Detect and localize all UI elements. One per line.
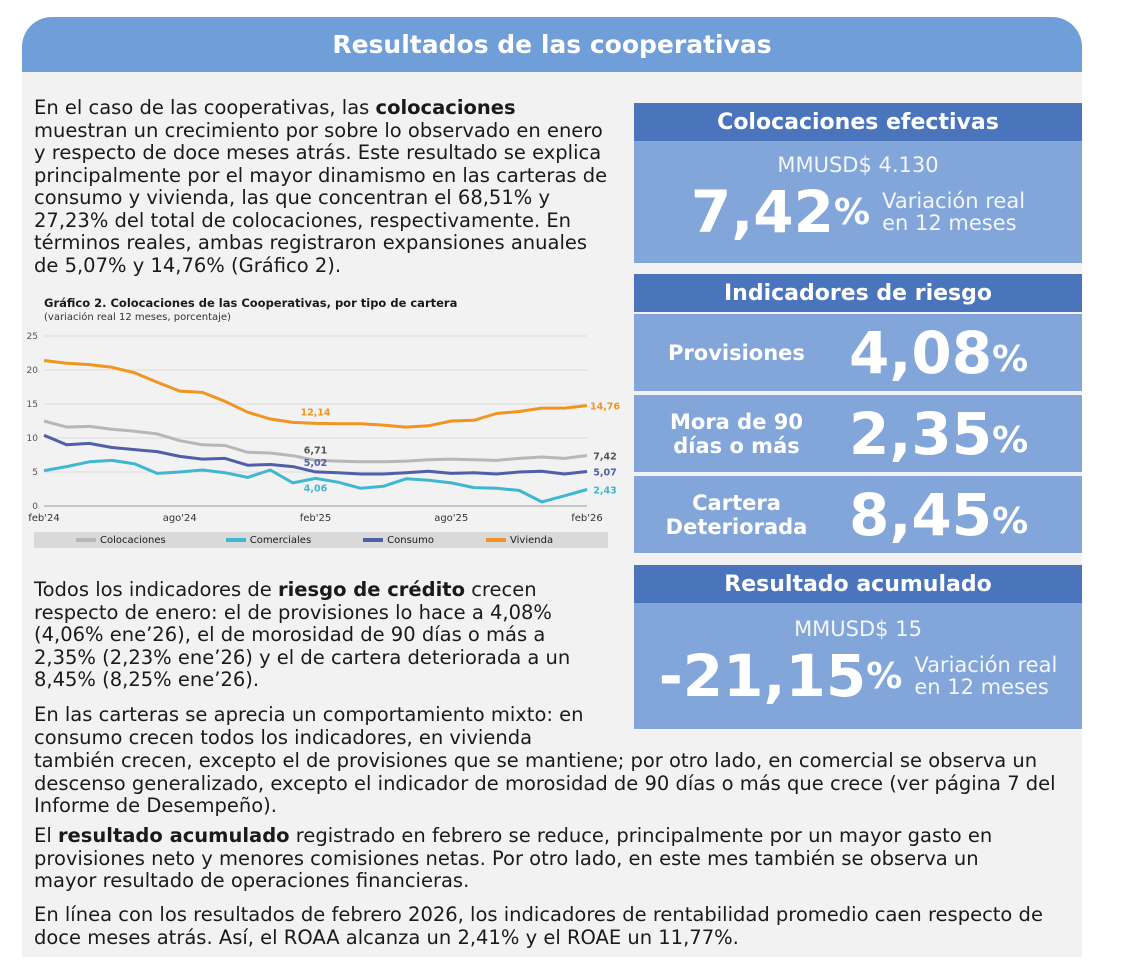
series-line-colocaciones (43, 419, 588, 464)
para2-bold: riesgo de crédito (277, 578, 465, 601)
risk-cartera: Cartera Deteriorada 8,45% (634, 476, 1082, 553)
risk-value: 8,45 (849, 480, 993, 549)
legend-label: Colocaciones (100, 534, 166, 546)
legend-colocaciones: Colocaciones (76, 535, 166, 546)
data-label: 2,43 (593, 485, 616, 496)
x-tick-label: feb'24 (28, 513, 60, 524)
legend-swatch (486, 538, 507, 542)
chart-subtitle: (variación real 12 meses, porcentaje) (44, 312, 231, 323)
data-label: 5,02 (304, 458, 327, 469)
section-header: Resultados de las cooperativas (22, 17, 1082, 72)
variation-line1: Variación real (914, 653, 1058, 677)
para2-text-b: crecen respecto de enero: el de provisio… (34, 578, 571, 691)
risk-label: Mora de 90 días o más (634, 410, 839, 458)
data-label: 6,71 (304, 445, 327, 456)
risk-mora: Mora de 90 días o más 2,35% (634, 395, 1082, 472)
variation-label: Variación real en 12 meses (882, 190, 1025, 234)
risk-value: 4,08 (849, 318, 993, 387)
data-label: 4,06 (304, 483, 328, 494)
legend-comerciales: Comerciales (225, 534, 312, 546)
data-label: 5,07 (593, 468, 616, 479)
paragraph-carteras-a: En las carteras se aprecia un comportami… (34, 703, 584, 749)
percent-sign: % (834, 191, 871, 233)
card-value: 7,42 (690, 178, 835, 246)
para1-text-b: muestran un crecimiento por sobre lo obs… (34, 118, 608, 277)
legend-label: Consumo (387, 534, 435, 546)
percent-sign: % (992, 420, 1029, 461)
card-amount: MMUSD$ 4.130 (777, 153, 939, 177)
variation-line2: en 12 meses (882, 211, 1017, 235)
legend-swatch (363, 538, 384, 542)
para4-text-b: registrado en febrero se reduce, princip… (34, 824, 993, 892)
para2-text-a: Todos los indicadores de (34, 578, 278, 601)
paragraph-rentabilidad: En línea con los resultados de febrero 2… (34, 903, 1043, 949)
chart-title: Gráfico 2. Colocaciones de las Cooperati… (44, 296, 458, 310)
paragraph-resultado: El resultado acumulado registrado en feb… (34, 824, 1034, 893)
y-tick-label: 25 (27, 332, 38, 342)
y-tick-label: 10 (27, 434, 39, 444)
card-value-row: 7,42% Variación real en 12 meses (634, 181, 1082, 243)
data-label: 14,76 (590, 402, 620, 413)
para4-bold: resultado acumulado (57, 824, 290, 847)
x-tick-label: feb'25 (300, 513, 332, 524)
legend-vivienda: Vivienda (486, 535, 553, 546)
legend-label: Vivienda (510, 534, 554, 546)
x-tick-label: feb'26 (571, 513, 603, 524)
risk-label-line1: Cartera (692, 490, 781, 515)
variation-line2: en 12 meses (914, 675, 1049, 699)
paragraph-carteras-b: también crecen, excepto el de provisione… (34, 749, 1056, 817)
risk-value: 2,35 (849, 399, 993, 468)
paragraph-riesgo: Todos los indicadores de riesgo de crédi… (34, 578, 604, 692)
paragraph-colocaciones: En el caso de las cooperativas, las colo… (34, 96, 612, 277)
variation-line1: Variación real (882, 189, 1026, 213)
para1-bold: colocaciones (375, 96, 516, 119)
risk-label: Cartera Deteriorada (634, 491, 839, 539)
percent-sign: % (866, 655, 903, 697)
card-colocaciones: Colocaciones efectivas MMUSD$ 4.130 7,42… (634, 103, 1082, 263)
risk-label-line1: Mora de 90 (670, 409, 803, 434)
card-amount: MMUSD$ 15 (794, 617, 922, 641)
card-title: Indicadores de riesgo (634, 274, 1082, 312)
card-title: Resultado acumulado (634, 565, 1082, 603)
percent-sign: % (992, 339, 1029, 380)
y-tick-label: 15 (27, 400, 38, 410)
percent-sign: % (992, 501, 1029, 542)
risk-label-line2: días o más (673, 433, 800, 458)
para1-text-a: En el caso de las cooperativas, las (34, 96, 376, 119)
y-tick-label: 5 (32, 468, 38, 478)
x-tick-label: ago'25 (434, 513, 468, 524)
series-line-vivienda (43, 359, 588, 429)
variation-label: Variación real en 12 meses (914, 654, 1057, 698)
series-line-comerciales (43, 458, 588, 504)
risk-provisiones: Provisiones 4,08% (634, 314, 1082, 391)
card-riesgo-header: Indicadores de riesgo (634, 274, 1082, 312)
chart-legend: Colocaciones Comerciales Consumo Viviend… (34, 532, 608, 548)
card-value: -21,15 (658, 642, 867, 710)
section-title: Resultados de las cooperativas (332, 30, 772, 59)
legend-swatch (76, 538, 96, 542)
card-resultado: Resultado acumulado MMUSD$ 15 -21,15% Va… (634, 565, 1082, 729)
series-line-consumo (43, 433, 588, 476)
x-tick-label: ago'24 (163, 513, 197, 524)
risk-label-line2: Deteriorada (665, 514, 808, 539)
data-label: 7,42 (593, 452, 616, 463)
para4-text-a: El (34, 824, 58, 847)
line-chart: 0 5 10 15 20 25 feb'24 ago'24 feb'25 ago'25 feb'26… (27, 332, 621, 524)
legend-swatch (225, 538, 246, 542)
y-tick-label: 0 (32, 502, 38, 512)
legend-consumo: Consumo (363, 535, 434, 546)
card-value-row: -21,15% Variación real en 12 meses (634, 645, 1082, 707)
risk-label: Provisiones (634, 341, 839, 365)
data-label: 12,14 (300, 407, 330, 418)
card-title: Colocaciones efectivas (634, 103, 1082, 141)
legend-label: Comerciales (249, 534, 312, 546)
y-tick-label: 20 (27, 366, 39, 376)
risk-label-line1: Provisiones (668, 340, 805, 365)
